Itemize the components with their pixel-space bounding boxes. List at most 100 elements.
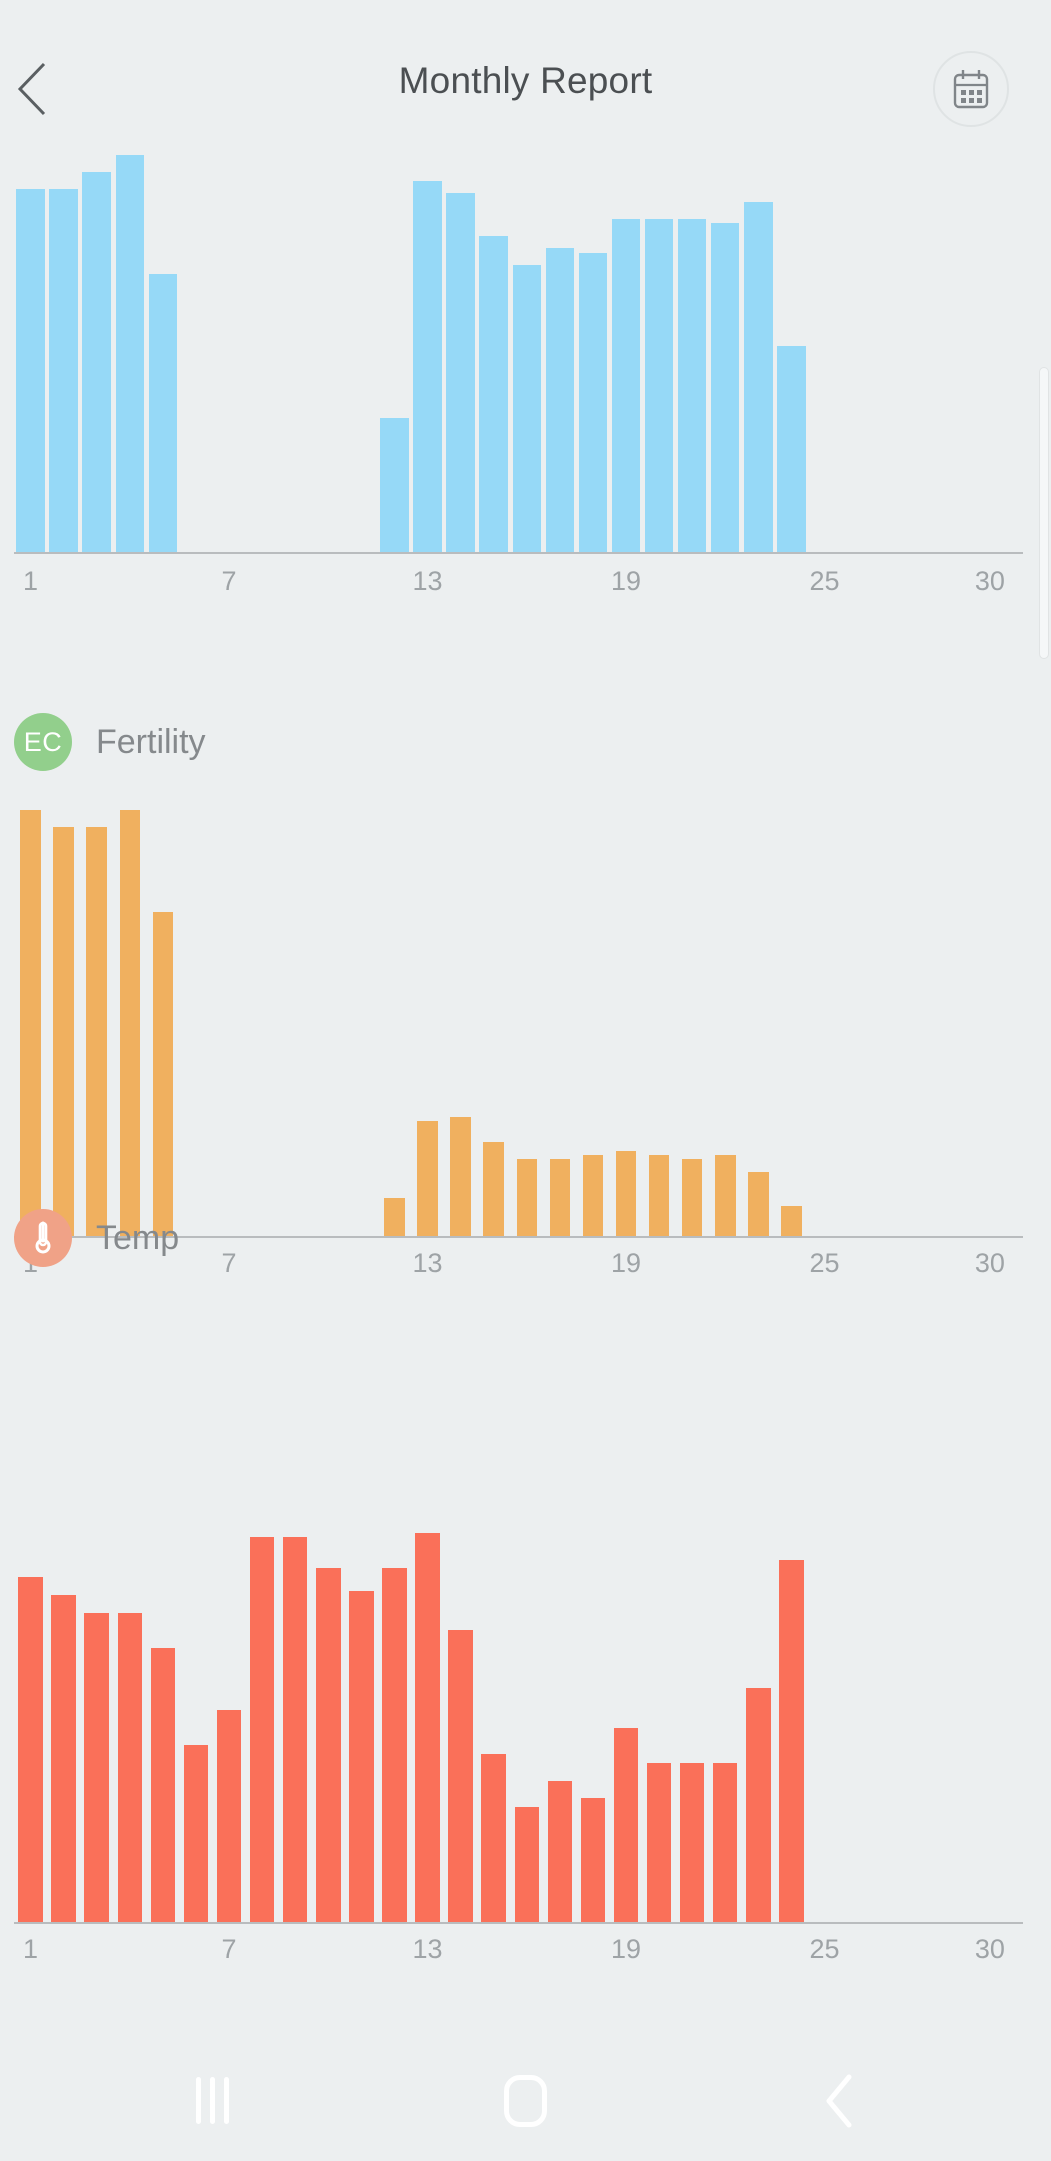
bar [549,1159,571,1236]
axis-tick-label: 13 [412,1934,443,1964]
bar [483,1142,504,1236]
axis-tick-label: 13 [412,566,443,596]
axis-tick-label: 19 [610,1934,642,1964]
bar [84,1612,109,1922]
bar [349,1590,374,1922]
bar [249,1537,275,1922]
bar [744,201,773,553]
bar [82,172,111,553]
bar [150,1647,176,1922]
bar [119,810,141,1236]
bar [611,218,641,553]
navbar-back-button[interactable] [740,2040,940,2161]
bar [117,1612,143,1922]
bar [282,1537,308,1922]
app-header: Monthly Report [0,0,1051,130]
bar [86,827,107,1236]
back-button[interactable] [14,60,52,118]
bar [316,1568,341,1922]
axis-tick-label: 25 [809,1248,840,1278]
temp-chart-ticks: 1 7 13 19 25 30 [14,1934,1023,1974]
calendar-button[interactable] [933,51,1009,127]
bar [648,1155,670,1236]
bar [216,1709,242,1922]
axis-tick-label: 7 [221,566,237,596]
bar [479,235,508,553]
bar [183,1745,209,1922]
bar [644,218,674,553]
axis-tick-label: 25 [809,1934,840,1964]
thermometer-icon [35,1221,51,1254]
back-icon [826,2074,852,2127]
bar [711,223,740,553]
page-title: Monthly Report [398,60,653,101]
period-chart-axis [14,552,1023,554]
bar [148,273,178,553]
bar [16,189,45,553]
bar [380,417,409,553]
fertility-chart-bars[interactable] [14,810,1023,1236]
bar [115,155,144,553]
home-button[interactable] [425,2040,625,2161]
fertility-chart-block [0,810,1051,1240]
bar [51,1594,76,1922]
bar [415,1533,440,1922]
axis-tick-label: 7 [221,1934,237,1964]
fertility-chart-axis [14,1236,1023,1238]
bar [516,1159,538,1236]
temp-chart-bars[interactable] [14,1480,1023,1922]
axis-tick-label: 30 [974,566,1005,596]
period-chart-ticks: 1 7 13 19 25 30 [14,566,1023,606]
bar [746,1687,771,1922]
chevron-left-icon [17,62,46,116]
bar [615,1150,637,1236]
axis-tick-label: 30 [974,1934,1005,1964]
bar [18,1577,43,1922]
bar [384,1197,405,1236]
axis-tick-label: 1 [23,1934,39,1964]
axis-tick-label: 19 [610,1248,642,1278]
bar [413,180,442,553]
bar [613,1727,639,1922]
recents-icon [195,2077,229,2124]
axis-tick-label: 19 [610,566,642,596]
bar [677,218,707,553]
bar [580,1798,606,1922]
bar [450,1116,471,1236]
temp-chart-axis [14,1922,1023,1924]
axis-tick-label: 7 [221,1248,237,1278]
bar [547,1780,573,1922]
bar [512,265,541,553]
bar [713,1762,738,1922]
bar [446,193,475,553]
axis-tick-label: 25 [809,566,840,596]
vertical-scrollbar[interactable] [1039,367,1049,659]
temp-badge [14,1209,72,1267]
bar [681,1159,703,1236]
bar [646,1762,672,1922]
bar [582,1155,604,1236]
axis-tick-label: 13 [412,1248,443,1278]
temp-chart-block [0,1480,1051,1922]
period-chart-block [0,130,1051,553]
section-fertility: EC Fertility [14,711,206,773]
period-chart-bars[interactable] [14,130,1023,553]
bar [679,1762,705,1922]
recents-button[interactable] [112,2040,312,2161]
bar [53,827,74,1236]
section-temp: Temp [14,1207,179,1269]
bar [448,1630,473,1922]
fertility-label: Fertility [96,722,206,761]
bar [417,1120,438,1236]
bar [152,912,174,1236]
temp-label: Temp [96,1218,180,1257]
bar [514,1807,539,1922]
bar [715,1155,736,1236]
bar [781,1206,802,1236]
axis-tick-label: 1 [23,566,39,596]
bar [578,252,608,553]
bar [481,1754,506,1922]
fertility-badge: EC [14,713,72,771]
home-icon [503,2074,547,2127]
